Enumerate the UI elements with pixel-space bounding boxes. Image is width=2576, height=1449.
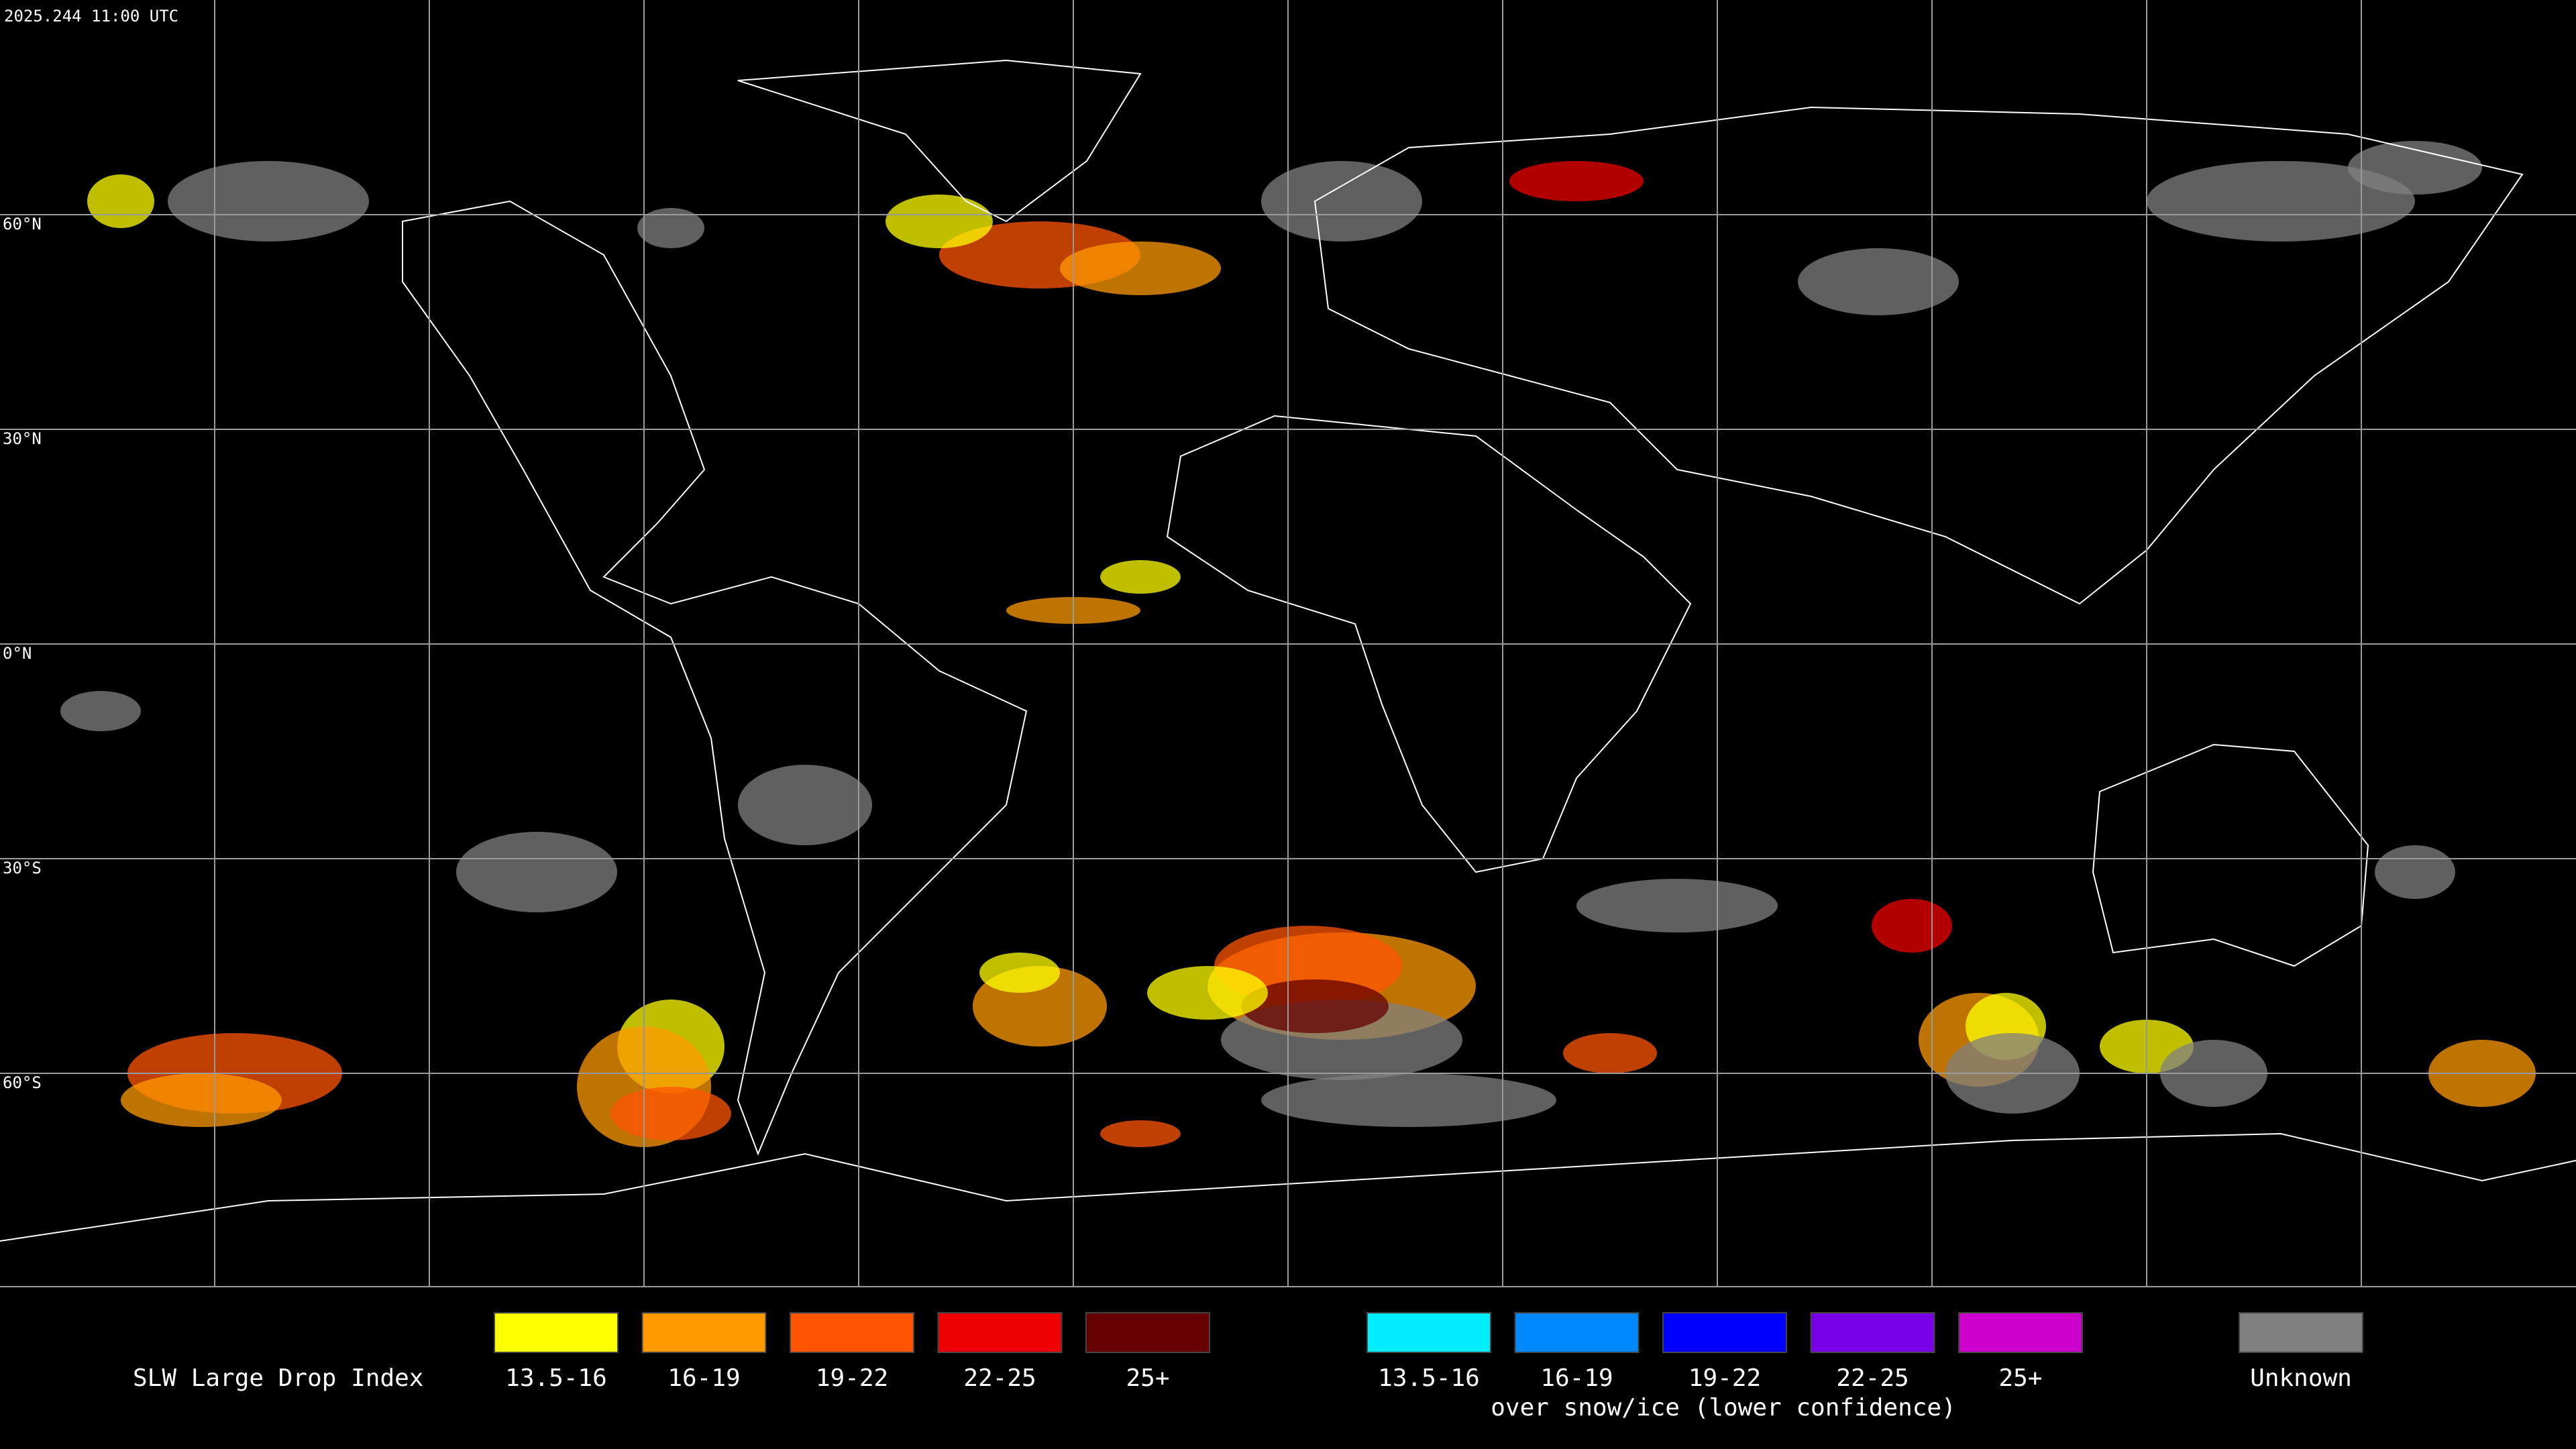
cloud-patch [1261, 1073, 1556, 1127]
cloud-patch [1576, 879, 1778, 932]
legend-swatch [1958, 1312, 2083, 1353]
lat-label: 30°N [3, 429, 42, 448]
lat-label: 60°S [3, 1073, 42, 1092]
legend-label: 13.5-16 [505, 1364, 607, 1392]
cloud-patch [456, 832, 617, 912]
cloud-patch [885, 195, 993, 248]
cloud-patch [1100, 560, 1181, 594]
cloud-patch [1060, 241, 1221, 295]
legend-label: 25+ [1998, 1364, 2042, 1392]
legend-swatch [790, 1312, 914, 1353]
cloud-patch [1100, 1120, 1181, 1147]
legend-swatch [2239, 1312, 2363, 1353]
cloud-patch [1872, 899, 1952, 953]
legend-swatch [1514, 1312, 1640, 1353]
legend-label: 16-19 [667, 1364, 740, 1392]
legend-caption: over snow/ice (lower confidence) [1491, 1394, 1956, 1421]
coastline-greenland [737, 59, 1142, 223]
legend-swatch [1810, 1312, 1935, 1353]
legend: 13.5-16 16-19 19-22 22-25 25+ 13.5-16 16-19 19-… [494, 1312, 2363, 1392]
legend-label: 25+ [1126, 1364, 1169, 1392]
legend-swatch [937, 1312, 1063, 1353]
legend-label: 22-25 [963, 1364, 1036, 1392]
legend-swatch [494, 1312, 619, 1353]
legend-label: 19-22 [816, 1364, 888, 1392]
cloud-patch [2375, 845, 2455, 899]
legend-label: 19-22 [1688, 1364, 1761, 1392]
legend-label: 22-25 [1836, 1364, 1909, 1392]
coastlines [0, 59, 2576, 1242]
cloud-patch [2147, 161, 2415, 241]
cloud-patch [979, 953, 1060, 993]
cloud-patch [1261, 161, 1422, 241]
legend-swatch [1366, 1312, 1491, 1353]
cloud-patch [87, 174, 154, 228]
legend-title: SLW Large Drop Index [133, 1364, 423, 1392]
lat-label: 0°N [3, 644, 32, 663]
coastline-eurasia [1313, 106, 2524, 605]
cloud-patch [1241, 979, 1389, 1033]
cloud-layer [60, 141, 2536, 1147]
cloud-patch [1798, 248, 1959, 315]
cloud-patch [637, 208, 704, 248]
legend-label: 13.5-16 [1378, 1364, 1480, 1392]
legend-label: Unknown [2250, 1364, 2352, 1392]
cloud-patch [1563, 1033, 1657, 1073]
cloud-patch [610, 1087, 731, 1140]
cloud-patch [60, 691, 141, 731]
lat-label: 60°N [3, 215, 42, 233]
legend-swatch [1662, 1312, 1787, 1353]
lat-label: 30°S [3, 859, 42, 877]
legend-label: 16-19 [1540, 1364, 1613, 1392]
legend-swatch [1085, 1312, 1210, 1353]
coastline-australia [2092, 743, 2369, 967]
cloud-patch [121, 1073, 282, 1127]
coastline-americas [402, 200, 1028, 1156]
cloud-patch [1509, 161, 1644, 201]
legend-swatch [641, 1312, 767, 1353]
coastline-antarctica [0, 1132, 2576, 1242]
cloud-patch [168, 161, 369, 241]
coastline-africa [1166, 415, 1692, 873]
timestamp: 2025.244 11:00 UTC [4, 7, 178, 25]
cloud-patch [2348, 141, 2482, 195]
cloud-patch [1147, 966, 1268, 1020]
cloud-patch [738, 765, 872, 845]
lat-labels: 60°N 30°N 0°N 30°S 60°S [3, 215, 42, 1092]
graticule [0, 0, 2576, 1287]
